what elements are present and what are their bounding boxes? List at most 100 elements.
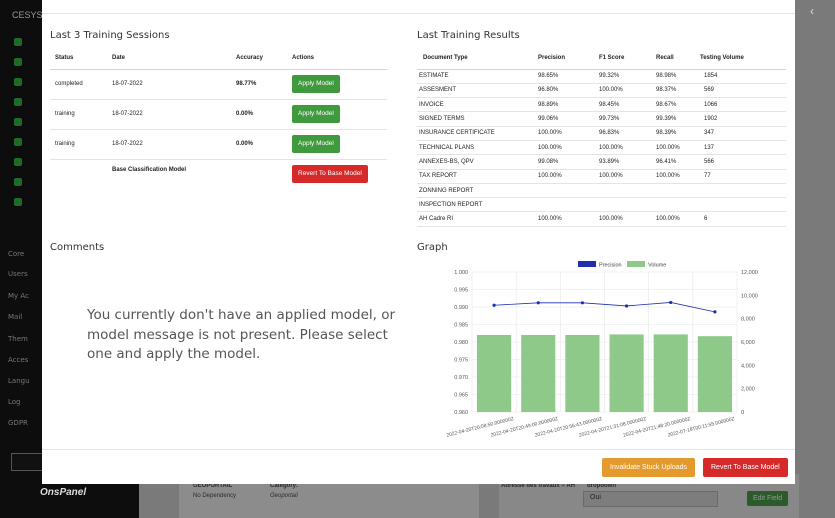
apply-model-button[interactable]: Apply Model bbox=[292, 75, 340, 93]
result-f1: 100.00% bbox=[595, 169, 652, 184]
y-left-tick-label: 1.000 bbox=[454, 270, 468, 276]
sidebar-dot-icon bbox=[14, 158, 22, 166]
sidebar-dot-icon bbox=[14, 78, 22, 86]
session-date: 18-07-2022 bbox=[112, 69, 236, 100]
volume-bar bbox=[697, 336, 732, 412]
y-left-tick-label: 0.985 bbox=[454, 323, 468, 329]
result-precision: 98.65% bbox=[534, 69, 595, 84]
card-title: GEOPORTAIL bbox=[193, 483, 233, 489]
sessions-title: Last 3 Training Sessions bbox=[50, 30, 170, 41]
apply-model-button[interactable]: Apply Model bbox=[292, 105, 340, 123]
base-model-label: Base Classification Model bbox=[112, 166, 187, 173]
sidebar-dot-icon bbox=[14, 178, 22, 186]
y-right-tick-label: 12,000 bbox=[741, 270, 758, 276]
sidebar-item-language[interactable]: Langu bbox=[8, 377, 30, 385]
sidebar-item-access[interactable]: Acces bbox=[8, 356, 29, 364]
modal-header bbox=[42, 0, 795, 14]
sidebar-item-gdpr[interactable]: GDPR bbox=[8, 419, 28, 427]
result-recall bbox=[652, 183, 700, 199]
y-left-tick-label: 0.995 bbox=[454, 288, 468, 294]
sidebar-dot-icon bbox=[14, 198, 22, 206]
sidebar-dot-icon bbox=[14, 118, 22, 126]
revert-base-model-button[interactable]: Revert To Base Model bbox=[292, 165, 368, 184]
y-left-tick-label: 0.960 bbox=[454, 410, 468, 416]
table-row: TAX REPORT 100.00% 100.00% 100.00% 77 bbox=[417, 169, 786, 184]
result-document-type: TECHNICAL PLANS bbox=[417, 140, 534, 156]
result-document-type: INSURANCE CERTIFICATE bbox=[417, 126, 534, 141]
result-volume: 1902 bbox=[700, 111, 786, 127]
legend-precision-label: Precision bbox=[599, 263, 622, 269]
sidebar-item-theme[interactable]: Them bbox=[8, 335, 28, 343]
table-row: ASSESMENT 96.80% 100.00% 98.37% 569 bbox=[417, 83, 786, 99]
result-volume: 566 bbox=[700, 154, 786, 170]
session-date: 18-07-2022 bbox=[112, 129, 236, 160]
invalidate-stuck-uploads-button[interactable]: Invalidate Stuck Uploads bbox=[602, 458, 696, 477]
results-header-recall: Recall bbox=[652, 48, 700, 70]
table-row: ANNEXES-BS, QPV 99.08% 93.89% 96.41% 566 bbox=[417, 154, 786, 170]
result-document-type: INSPECTION REPORT bbox=[417, 197, 534, 213]
volume-bar bbox=[565, 335, 600, 412]
legend-volume-label: Volume bbox=[648, 263, 666, 269]
precision-point bbox=[580, 301, 585, 305]
sidebar-brand: CESYS bbox=[12, 10, 43, 20]
table-row: training 18-07-2022 0.00% Apply Model bbox=[50, 99, 387, 130]
result-volume: 347 bbox=[700, 126, 786, 141]
result-precision: 100.00% bbox=[534, 126, 595, 141]
session-accuracy: 98.77% bbox=[236, 69, 292, 100]
table-row: INSPECTION REPORT bbox=[417, 197, 786, 213]
result-document-type: ZONNING REPORT bbox=[417, 183, 534, 199]
results-header-f1: F1 Score bbox=[595, 48, 652, 70]
sidebar-dot-icon bbox=[14, 98, 22, 106]
result-document-type: ESTIMATE bbox=[417, 69, 534, 84]
result-recall: 98.67% bbox=[652, 97, 700, 113]
session-status: training bbox=[50, 99, 112, 130]
result-precision: 99.08% bbox=[534, 154, 595, 170]
result-recall: 96.41% bbox=[652, 154, 700, 170]
y-right-tick-label: 0 bbox=[741, 410, 744, 416]
field-select[interactable]: Oui bbox=[583, 491, 718, 507]
app-logo: OnsPanel bbox=[40, 487, 87, 498]
sidebar-item-mail[interactable]: Mail bbox=[8, 313, 23, 321]
sessions-table: Status Date Accuracy Actions completed 1… bbox=[50, 48, 387, 189]
footer-revert-base-model-button[interactable]: Revert To Base Model bbox=[703, 458, 788, 477]
sidebar-item-my-account[interactable]: My Ac bbox=[8, 292, 29, 300]
y-right-tick-label: 2,000 bbox=[741, 387, 755, 393]
field-type: dropdown bbox=[587, 483, 616, 489]
sessions-header-date: Date bbox=[112, 48, 236, 70]
apply-model-button[interactable]: Apply Model bbox=[292, 135, 340, 153]
result-document-type: ANNEXES-BS, QPV bbox=[417, 154, 534, 170]
result-volume: 569 bbox=[700, 83, 786, 99]
result-f1: 100.00% bbox=[595, 83, 652, 99]
result-volume: 1066 bbox=[700, 97, 786, 113]
table-row: Base Classification Model Revert To Base… bbox=[50, 159, 387, 189]
sidebar-dot-icon bbox=[14, 58, 22, 66]
result-f1 bbox=[595, 197, 652, 213]
y-right-tick-label: 6,000 bbox=[741, 340, 755, 346]
results-header-precision: Precision bbox=[534, 48, 595, 70]
base-model-action-cell: Revert To Base Model bbox=[292, 159, 387, 189]
result-volume: 77 bbox=[700, 169, 786, 184]
sidebar-item-log[interactable]: Log bbox=[8, 398, 21, 406]
results-table: Document Type Precision F1 Score Recall … bbox=[417, 48, 786, 227]
legend-volume-swatch bbox=[627, 261, 645, 267]
edit-field-button[interactable]: Edit Field bbox=[747, 491, 789, 506]
result-recall: 100.00% bbox=[652, 140, 700, 156]
y-left-tick-label: 0.975 bbox=[454, 358, 468, 364]
precision-point bbox=[713, 310, 717, 314]
result-f1: 99.73% bbox=[595, 111, 652, 127]
legend-precision-swatch bbox=[578, 261, 596, 267]
sidebar-item-core[interactable]: Core bbox=[8, 250, 25, 258]
session-action-cell: Apply Model bbox=[292, 99, 387, 130]
table-row: TECHNICAL PLANS 100.00% 100.00% 100.00% 137 bbox=[417, 140, 786, 156]
chevron-left-icon[interactable]: ‹ bbox=[810, 4, 814, 18]
y-right-tick-label: 10,000 bbox=[741, 293, 758, 299]
result-precision: 100.00% bbox=[534, 211, 595, 227]
result-volume bbox=[700, 183, 786, 199]
result-recall: 100.00% bbox=[652, 169, 700, 184]
table-row: ZONNING REPORT bbox=[417, 183, 786, 199]
sidebar-item-users[interactable]: Users bbox=[8, 270, 28, 278]
precision-line bbox=[494, 302, 716, 313]
result-precision bbox=[534, 197, 595, 213]
y-left-tick-label: 0.980 bbox=[454, 340, 468, 346]
session-status: training bbox=[50, 129, 112, 160]
